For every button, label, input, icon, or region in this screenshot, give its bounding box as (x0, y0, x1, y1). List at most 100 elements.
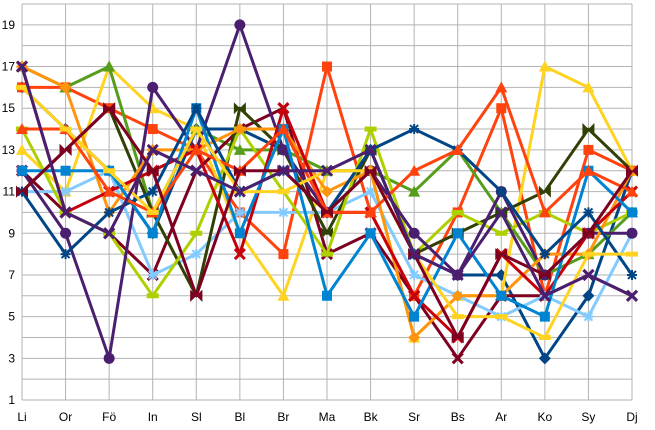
data-point (103, 102, 116, 115)
data-point (190, 289, 203, 302)
data-point (321, 206, 333, 219)
data-point (539, 249, 550, 260)
data-point (190, 230, 203, 236)
data-point (495, 314, 508, 320)
series-17 (15, 60, 639, 302)
data-point (234, 207, 245, 218)
x-tick-label: Li (17, 410, 26, 424)
data-point (146, 293, 159, 299)
data-point (322, 61, 332, 72)
data-point (278, 207, 289, 218)
data-point (582, 81, 595, 93)
x-tick-label: Fö (102, 410, 116, 424)
data-point (103, 60, 116, 72)
data-point (277, 189, 290, 195)
data-point (104, 207, 115, 218)
data-point (60, 186, 71, 197)
data-point (16, 123, 28, 135)
data-point (17, 165, 27, 176)
data-point (233, 143, 246, 155)
data-point (495, 81, 508, 93)
x-tick-label: Sy (581, 410, 595, 424)
data-point (539, 311, 550, 322)
y-tick-label: 3 (8, 351, 15, 365)
data-point (278, 249, 289, 260)
data-point (538, 334, 551, 340)
x-tick-label: Sr (408, 410, 420, 424)
x-tick-label: Or (59, 410, 72, 424)
y-tick-label: 1 (8, 393, 15, 407)
data-point (147, 186, 158, 197)
data-point (538, 268, 551, 281)
data-point (583, 207, 594, 218)
data-point (59, 81, 72, 94)
data-point (495, 206, 508, 219)
data-point (277, 102, 290, 115)
data-point (451, 289, 464, 302)
data-point (191, 249, 202, 260)
data-point (320, 164, 334, 177)
data-point (409, 311, 420, 322)
data-point (147, 269, 158, 280)
data-point (626, 185, 638, 197)
y-tick-label: 9 (8, 226, 15, 240)
data-point (16, 185, 28, 198)
data-point (625, 289, 639, 302)
data-point (451, 352, 464, 365)
data-point (277, 164, 290, 177)
data-point (233, 164, 246, 177)
data-point (364, 164, 377, 177)
data-point (365, 228, 376, 239)
data-point (451, 209, 464, 215)
data-point (626, 227, 638, 239)
data-point (582, 123, 595, 136)
data-point (233, 123, 246, 136)
x-tick-label: Bs (451, 410, 465, 424)
data-point (627, 207, 637, 218)
data-point (103, 168, 116, 174)
data-point (234, 228, 245, 239)
data-point (103, 227, 116, 240)
data-point (364, 126, 377, 132)
data-point (538, 289, 551, 302)
data-point (147, 81, 159, 93)
data-point (582, 268, 595, 282)
series-layer (15, 19, 639, 365)
data-point (451, 143, 464, 155)
data-point (538, 60, 551, 72)
data-point (452, 228, 463, 239)
y-tick-label: 5 (8, 310, 15, 324)
data-point (538, 185, 551, 198)
data-point (60, 227, 72, 239)
data-point (582, 251, 595, 257)
data-point (627, 269, 637, 280)
data-point (146, 164, 159, 177)
data-point (321, 227, 333, 240)
y-tick-label: 19 (2, 18, 16, 32)
data-point (451, 314, 464, 320)
data-point (582, 227, 595, 240)
data-point (408, 227, 420, 239)
data-point (277, 144, 289, 156)
data-point (496, 290, 507, 301)
data-point (234, 19, 246, 31)
data-point (147, 124, 158, 135)
data-point (321, 185, 333, 198)
data-point (496, 103, 507, 114)
data-point (60, 165, 71, 176)
data-point (190, 126, 203, 132)
data-point (582, 164, 595, 176)
data-point (233, 185, 246, 198)
data-point (364, 206, 377, 218)
data-point (409, 124, 420, 135)
data-point (191, 103, 202, 114)
data-point (451, 331, 464, 344)
data-point (321, 251, 333, 257)
x-tick-label: Ko (538, 410, 553, 424)
y-tick-label: 17 (2, 60, 16, 74)
data-point (451, 268, 464, 282)
data-point (408, 248, 421, 261)
data-point (60, 249, 71, 260)
